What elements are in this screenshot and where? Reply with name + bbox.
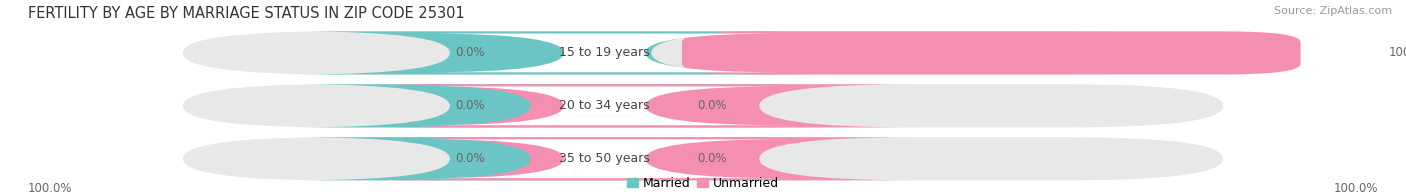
FancyBboxPatch shape (183, 84, 1223, 127)
FancyBboxPatch shape (377, 84, 914, 127)
FancyBboxPatch shape (295, 84, 806, 127)
Text: 35 to 50 years: 35 to 50 years (560, 152, 650, 165)
Text: 100.0%: 100.0% (1389, 46, 1406, 59)
Text: 100.0%: 100.0% (1333, 182, 1378, 195)
FancyBboxPatch shape (377, 137, 914, 180)
Text: 0.0%: 0.0% (456, 46, 485, 59)
Text: 0.0%: 0.0% (456, 99, 485, 112)
FancyBboxPatch shape (183, 31, 1223, 74)
Text: 15 to 19 years: 15 to 19 years (560, 46, 650, 59)
Text: FERTILITY BY AGE BY MARRIAGE STATUS IN ZIP CODE 25301: FERTILITY BY AGE BY MARRIAGE STATUS IN Z… (28, 6, 465, 21)
FancyBboxPatch shape (295, 137, 806, 180)
Text: 20 to 34 years: 20 to 34 years (560, 99, 650, 112)
FancyBboxPatch shape (295, 31, 806, 74)
FancyBboxPatch shape (425, 34, 785, 72)
Text: 0.0%: 0.0% (697, 99, 727, 112)
Text: Source: ZipAtlas.com: Source: ZipAtlas.com (1274, 6, 1392, 16)
Text: 0.0%: 0.0% (697, 152, 727, 165)
FancyBboxPatch shape (425, 139, 785, 178)
FancyBboxPatch shape (183, 137, 1223, 180)
Text: 100.0%: 100.0% (28, 182, 73, 195)
FancyBboxPatch shape (425, 86, 785, 125)
Text: 0.0%: 0.0% (456, 152, 485, 165)
Legend: Married, Unmarried: Married, Unmarried (627, 177, 779, 190)
FancyBboxPatch shape (682, 31, 1301, 74)
